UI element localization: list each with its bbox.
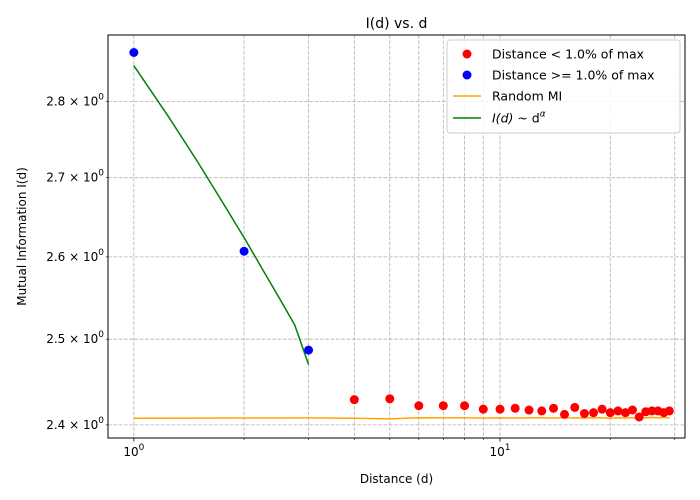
x-axis-label: Distance (d) (360, 472, 433, 486)
point-below-threshold (664, 406, 674, 416)
y-tick-exponent: 0 (98, 248, 104, 258)
y-tick-label: 2.7 × 100 (46, 169, 104, 185)
legend-marker-red (462, 49, 472, 59)
y-tick-label: 2.8 × 100 (46, 92, 104, 108)
point-below-threshold (597, 404, 607, 414)
point-below-threshold (549, 403, 559, 413)
point-below-threshold (385, 394, 395, 404)
y-tick-exponent: 0 (98, 169, 104, 179)
chart-title: I(d) vs. d (366, 16, 428, 32)
point-above-threshold (129, 48, 139, 57)
point-below-threshold (570, 402, 580, 412)
y-tick-mantissa: 2.8 × 10 (46, 94, 98, 108)
point-below-threshold (414, 401, 424, 411)
legend-label-power-law: I(d) ~ dα (492, 110, 546, 126)
point-below-threshold (613, 406, 623, 416)
x-tick-base: 10 (123, 445, 138, 459)
y-tick-mantissa: 2.6 × 10 (46, 250, 98, 264)
x-tick-exponent: 1 (505, 443, 511, 453)
point-below-threshold (589, 408, 598, 418)
plot-frame (107, 34, 686, 439)
power-law-fit-line (133, 65, 310, 365)
y-tick-label: 2.6 × 100 (46, 248, 104, 264)
point-below-threshold (627, 405, 637, 415)
point-below-threshold (349, 395, 359, 405)
legend-label-below-threshold: Distance < 1.0% of max (492, 47, 644, 62)
legend-power-law-exponent: α (540, 110, 546, 120)
y-axis-label: Mutual Information I(d) (15, 167, 29, 306)
legend-power-law-lhs: I(d) (492, 111, 513, 126)
point-below-threshold (438, 401, 448, 411)
point-below-threshold (510, 403, 520, 413)
legend-label-above-threshold: Distance >= 1.0% of max (492, 68, 655, 83)
point-below-threshold (620, 408, 630, 418)
point-above-threshold (304, 345, 314, 355)
x-tick-label: 101 (490, 443, 511, 459)
legend-box (446, 39, 681, 134)
plot-data (129, 48, 674, 422)
point-below-threshold (634, 412, 644, 422)
y-tick-mantissa: 2.5 × 10 (46, 332, 98, 346)
legend-label-random-mi: Random MI (492, 89, 562, 104)
y-tick-label: 2.5 × 100 (46, 330, 104, 346)
x-tick-label: 100 (123, 443, 144, 459)
point-below-threshold (605, 408, 615, 418)
point-below-threshold (524, 405, 534, 415)
legend: Distance < 1.0% of max Distance >= 1.0% … (446, 39, 681, 134)
legend-marker-blue (462, 70, 472, 80)
x-tick-base: 10 (490, 445, 505, 459)
y-tick-exponent: 0 (98, 416, 104, 426)
y-tick-mantissa: 2.7 × 10 (46, 171, 98, 185)
y-tick-mantissa: 2.4 × 10 (46, 418, 98, 432)
point-above-threshold (239, 246, 249, 256)
y-tick-exponent: 0 (98, 92, 104, 102)
point-below-threshold (537, 406, 547, 416)
y-tick-label: 2.4 × 100 (46, 416, 104, 432)
x-tick-exponent: 0 (139, 443, 145, 453)
point-below-threshold (478, 404, 488, 414)
legend-power-law-mid: ~ d (513, 111, 539, 126)
point-below-threshold (495, 404, 505, 414)
point-below-threshold (560, 409, 570, 419)
y-tick-exponent: 0 (98, 330, 104, 340)
point-below-threshold (460, 401, 470, 411)
point-below-threshold (579, 409, 589, 419)
